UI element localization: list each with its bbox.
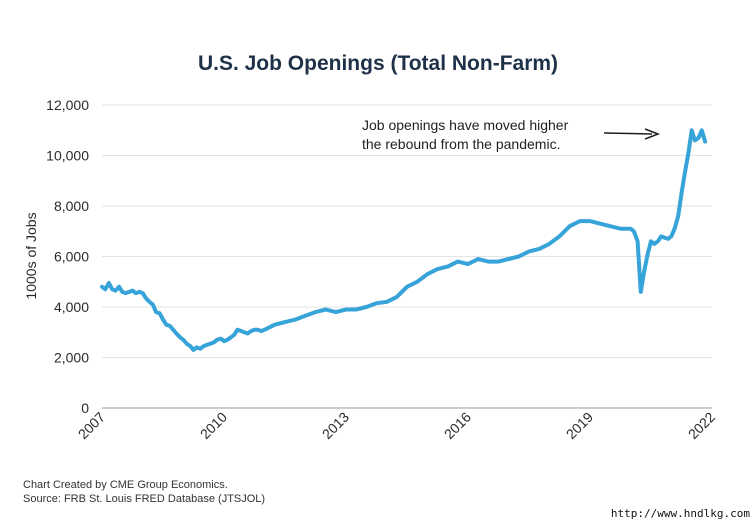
x-tick-label: 2007 xyxy=(75,409,108,442)
y-tick-label: 4,000 xyxy=(54,299,89,315)
y-tick-label: 8,000 xyxy=(54,198,89,214)
x-tick-label: 2022 xyxy=(685,409,718,442)
x-tick-label: 2016 xyxy=(441,409,474,442)
x-tick-label: 2010 xyxy=(197,409,230,442)
footer-credit: Chart Created by CME Group Economics. xyxy=(23,479,228,491)
y-tick-label: 10,000 xyxy=(46,148,89,164)
y-tick-label: 0 xyxy=(81,400,89,416)
watermark-text: http://www.hndlkg.com xyxy=(610,507,750,520)
y-tick-label: 2,000 xyxy=(54,350,89,366)
footer-source: Source: FRB St. Louis FRED Database (JTS… xyxy=(23,493,266,505)
y-tick-labels: 0 2,000 4,000 6,000 8,000 10,000 12,000 xyxy=(46,97,89,416)
y-tick-label: 6,000 xyxy=(54,249,89,265)
annotation-arrow xyxy=(603,128,661,140)
x-tick-label: 2019 xyxy=(563,409,596,442)
series-line xyxy=(100,128,708,352)
y-axis-label: 1000s of Jobs xyxy=(23,212,39,299)
x-tick-labels: 2007 2010 2013 2016 2019 2022 xyxy=(75,409,718,442)
x-tick-label: 2013 xyxy=(319,409,352,442)
gridlines xyxy=(102,104,712,409)
y-tick-label: 12,000 xyxy=(46,97,89,113)
annotation-line-2: the rebound from the pandemic. xyxy=(362,136,560,152)
chart-title: U.S. Job Openings (Total Non-Farm) xyxy=(197,52,559,75)
annotation-line-1: Job openings have moved higher xyxy=(362,117,569,133)
